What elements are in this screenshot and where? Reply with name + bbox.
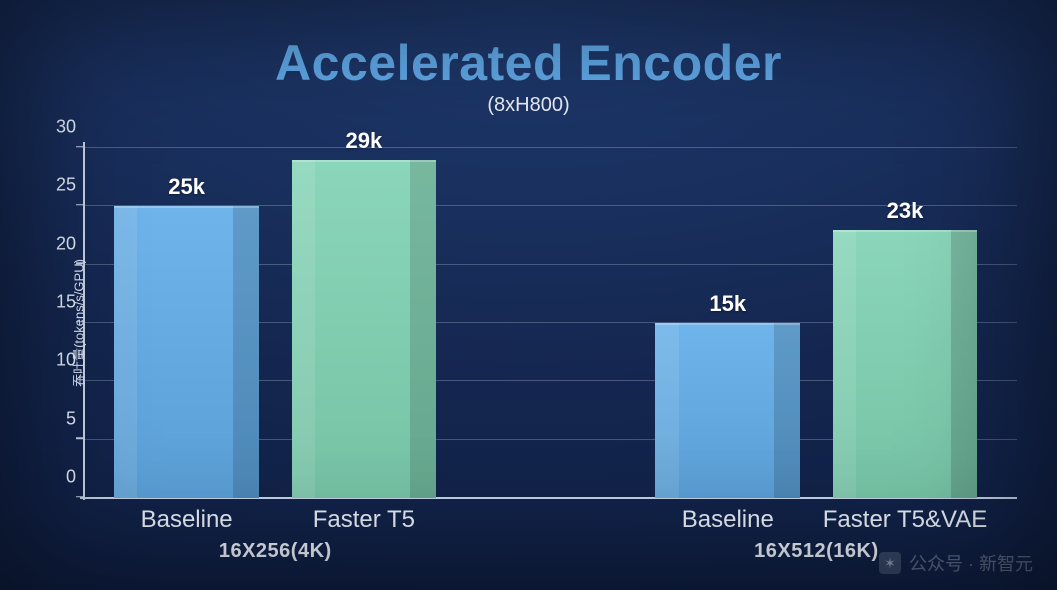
bar-x-label: Baseline [141, 506, 233, 534]
y-tick-mark [76, 437, 84, 439]
grid-line [84, 147, 1017, 148]
y-tick-label: 25 [38, 175, 76, 196]
y-tick-mark [76, 496, 84, 498]
chart-title: Accelerated Encoder [0, 34, 1057, 92]
bar: 29k [292, 160, 437, 498]
y-tick-mark [76, 146, 84, 148]
y-tick-label: 20 [38, 233, 76, 254]
group-label: 16X512(16K) [754, 540, 878, 563]
bar-x-label: Faster T5 [313, 506, 415, 534]
bar: 25k [114, 206, 259, 498]
y-tick-mark [76, 204, 84, 206]
y-tick-label: 5 [38, 408, 76, 429]
y-tick-label: 30 [38, 117, 76, 138]
watermark: ✶ 公众号 · 新智元 [879, 550, 1033, 576]
bar-value-label: 25k [168, 174, 205, 200]
y-tick-label: 0 [38, 467, 76, 488]
bar-value-label: 23k [887, 198, 924, 224]
y-tick-mark [76, 321, 84, 323]
bar-x-label: Baseline [682, 506, 774, 534]
bar-value-label: 15k [709, 291, 746, 317]
watermark-text: 公众号 · 新智元 [909, 550, 1033, 576]
y-tick-label: 15 [38, 292, 76, 313]
title-block: Accelerated Encoder (8xH800) [0, 34, 1057, 117]
group-label: 16X256(4K) [219, 540, 332, 563]
wechat-icon: ✶ [879, 552, 901, 574]
chart-subtitle: (8xH800) [0, 94, 1057, 117]
bar-value-label: 29k [346, 128, 383, 154]
bar-x-label: Faster T5&VAE [823, 506, 988, 534]
y-tick-mark [76, 262, 84, 264]
plot-area: 吞吐量(tokens/s/GPU) 05101520253025kBaselin… [84, 148, 1017, 498]
y-tick-label: 10 [38, 350, 76, 371]
y-tick-mark [76, 379, 84, 381]
bar: 15k [655, 323, 800, 498]
bar: 23k [833, 230, 978, 498]
